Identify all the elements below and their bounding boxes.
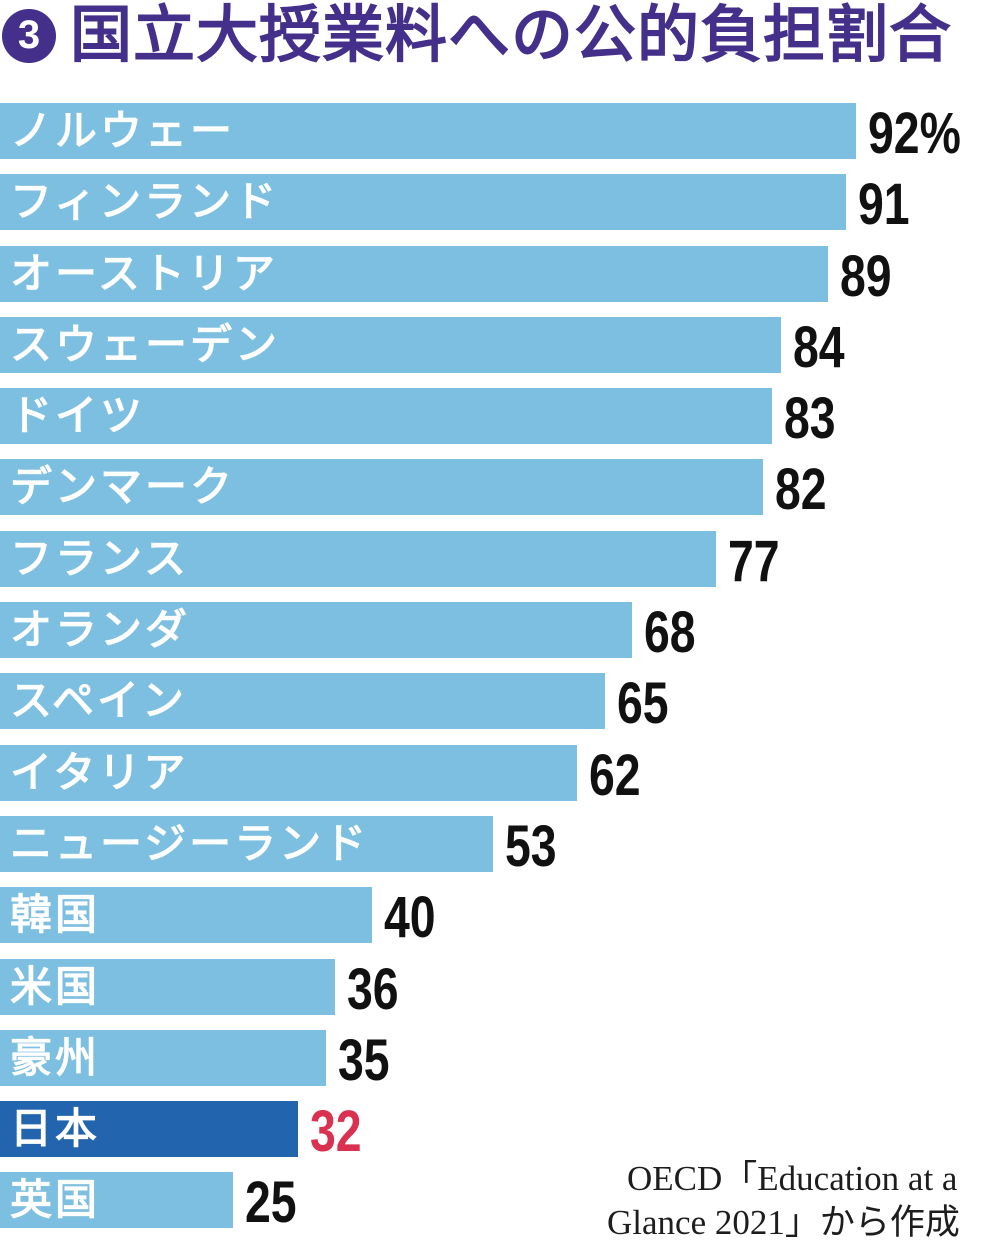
country-label: 英国 (10, 1176, 101, 1224)
bar-row: ノルウェー 92% (0, 103, 1000, 163)
bar: デンマーク (0, 459, 763, 516)
country-label: フィンランド (10, 178, 280, 226)
bar-chart: ノルウェー 92% フィンランド 91 オーストリア 89 スウェーデン 84 … (0, 103, 1000, 1244)
country-label: スウェーデン (10, 320, 281, 368)
bar: ノルウェー (0, 103, 856, 159)
country-label: 日本 (10, 1105, 101, 1153)
bar-row: スペイン 65 (0, 673, 1000, 733)
country-label: ニュージーランド (10, 819, 370, 867)
value-label: 92% (867, 101, 961, 166)
bar-row: 日本 32 (0, 1101, 1000, 1161)
chart-header: 3 国立大授業料への公的負担割合 (2, 5, 952, 67)
bar-row: ニュージーランド 53 (0, 815, 1000, 875)
bar-row: 米国 36 (0, 958, 1000, 1018)
source-line-1: OECD「Education at a (627, 1159, 958, 1198)
value-label: 53 (504, 813, 557, 879)
value-label: 36 (346, 956, 399, 1022)
country-label: ドイツ (10, 392, 146, 440)
bar-row: オランダ 68 (0, 602, 1000, 662)
source-line-2: Glance 2021」から作成 (607, 1203, 960, 1243)
bar-row: オーストリア 89 (0, 245, 1000, 305)
bar-row: 豪州 35 (0, 1029, 1000, 1089)
value-label: 68 (644, 600, 697, 666)
bar-row: スウェーデン 84 (0, 316, 1000, 376)
value-label: 32 (309, 1099, 362, 1165)
bar-row: 英国 25 (0, 1172, 1000, 1232)
bar: オランダ (0, 602, 633, 659)
country-label: ノルウェー (10, 107, 236, 154)
country-label: 米国 (10, 962, 101, 1010)
country-label: 豪州 (10, 1033, 101, 1081)
bar: 韓国 (0, 887, 372, 944)
bar: 日本 (0, 1101, 298, 1158)
page-title: 国立大授業料への公的負担割合 (70, 1, 953, 70)
bar: 英国 (0, 1172, 233, 1229)
value-label: 82 (774, 457, 827, 523)
bar-row: ドイツ 83 (0, 388, 1000, 448)
country-label: デンマーク (10, 463, 236, 511)
bar: ドイツ (0, 388, 772, 445)
source-note: OECD「Education at a Glance 2021」から作成 (607, 1157, 960, 1245)
bar: スウェーデン (0, 316, 782, 373)
bar: イタリア (0, 744, 577, 801)
badge-number: 3 (17, 13, 41, 57)
bar-row: 韓国 40 (0, 887, 1000, 947)
value-label: 65 (616, 671, 669, 737)
value-label: 83 (783, 386, 836, 452)
bar: オーストリア (0, 245, 828, 302)
bar-row: イタリア 62 (0, 744, 1000, 804)
bar: フランス (0, 530, 717, 587)
country-label: オランダ (10, 606, 191, 654)
value-label: 77 (728, 528, 780, 594)
country-label: オーストリア (10, 249, 278, 297)
country-label: フランス (10, 534, 190, 582)
value-label: 25 (244, 1170, 297, 1236)
bar: フィンランド (0, 174, 847, 231)
value-label: 89 (839, 243, 892, 309)
country-label: スペイン (10, 677, 188, 725)
bar: 米国 (0, 958, 335, 1015)
bar: スペイン (0, 673, 605, 730)
value-label: 91 (858, 172, 910, 238)
country-label: 韓国 (10, 891, 101, 939)
number-badge: 3 (2, 9, 56, 63)
value-label: 62 (588, 742, 641, 808)
country-label: イタリア (10, 748, 189, 796)
value-label: 84 (793, 314, 845, 380)
value-label: 40 (384, 885, 436, 951)
value-label: 35 (337, 1027, 390, 1093)
bar-row: フィンランド 91 (0, 174, 1000, 234)
bar-row: フランス 77 (0, 530, 1000, 590)
bar: ニュージーランド (0, 815, 493, 872)
bar-row: デンマーク 82 (0, 459, 1000, 519)
bar: 豪州 (0, 1029, 326, 1086)
